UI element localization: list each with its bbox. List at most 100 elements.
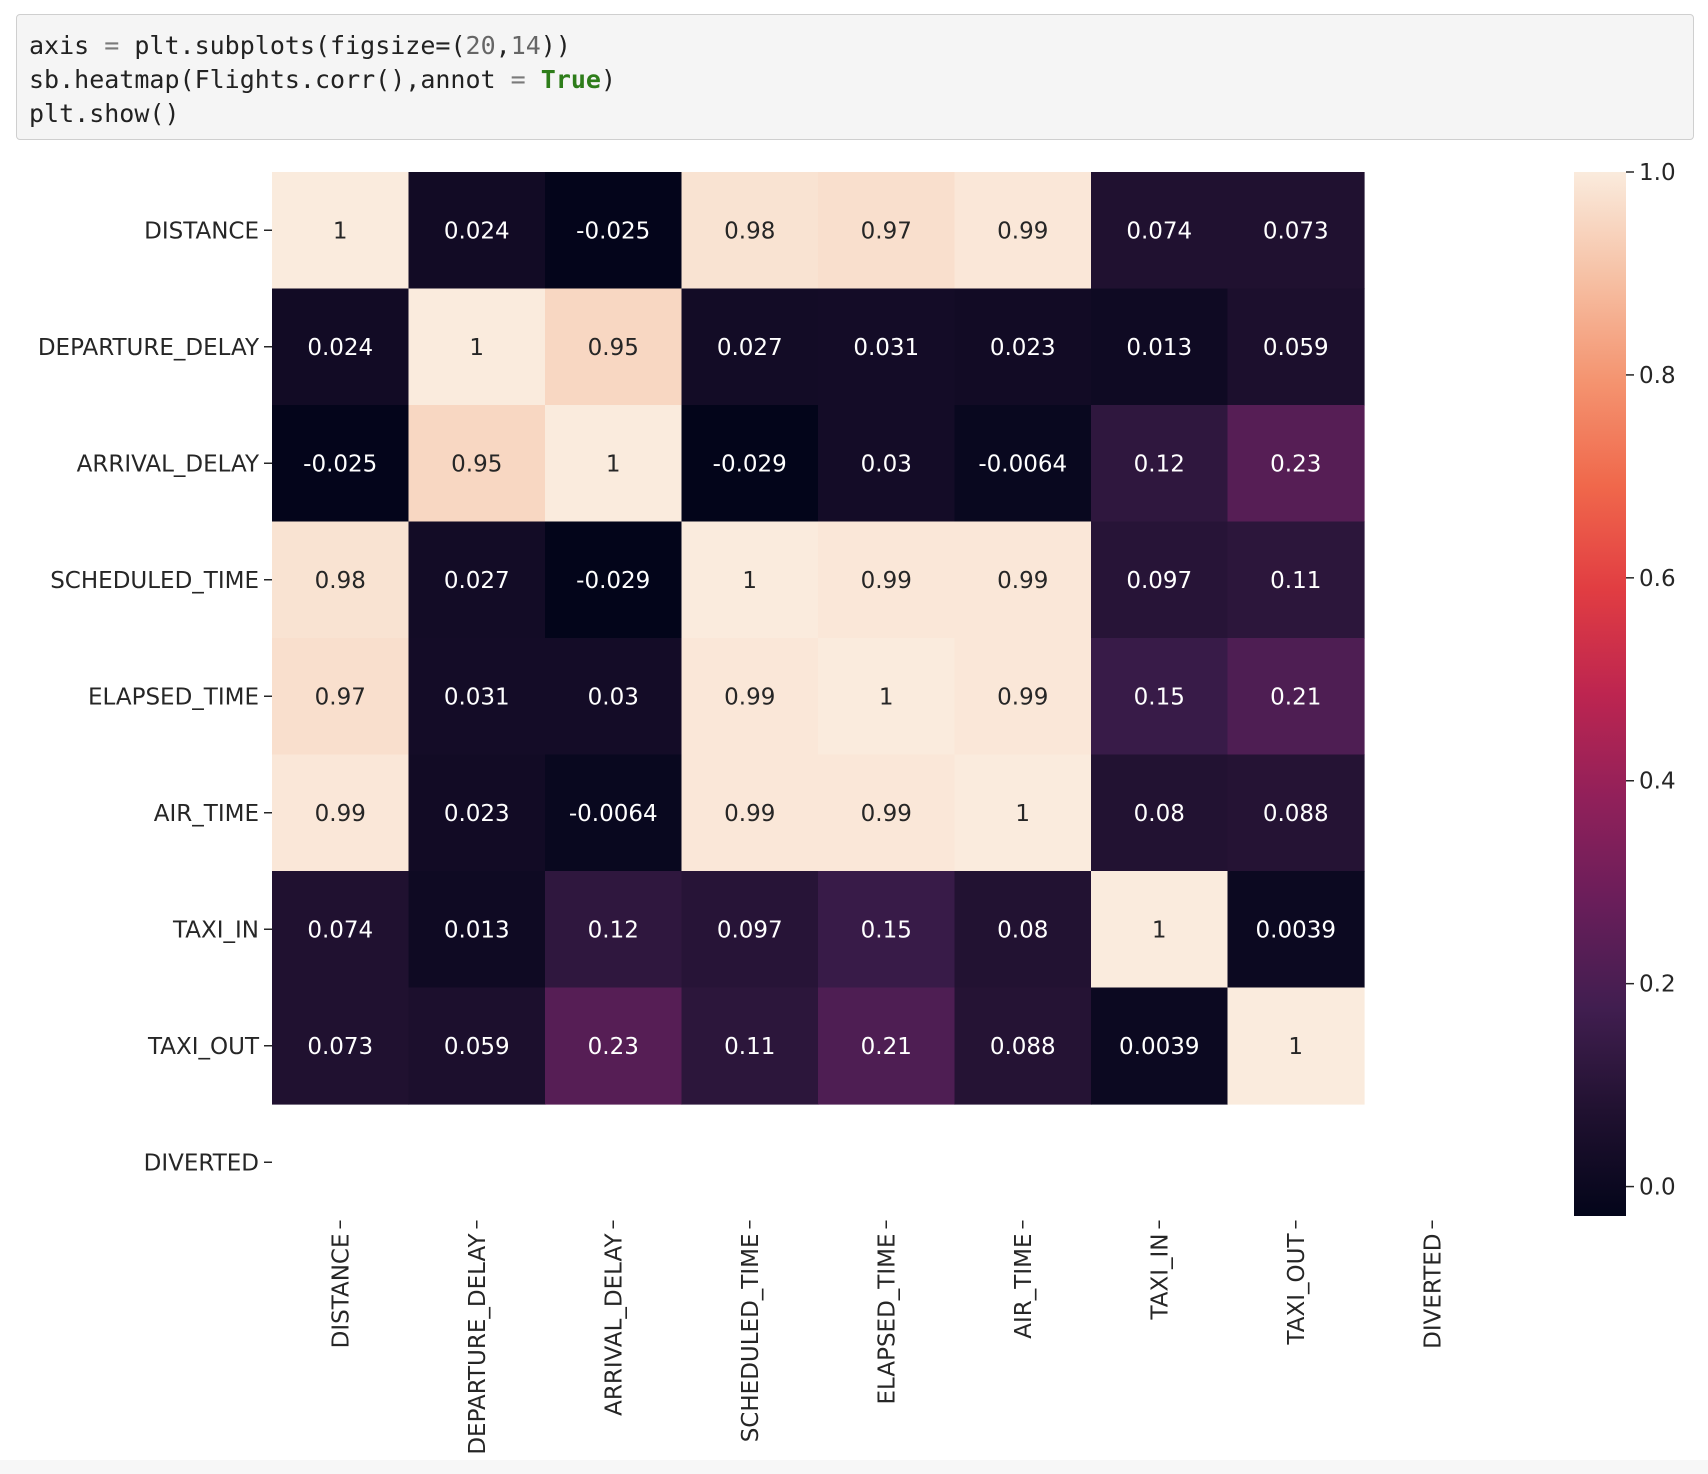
code-line-2: sb.heatmap(Flights.corr(),annot = True)	[29, 65, 617, 94]
cell-annotation: 0.031	[444, 684, 510, 710]
heatmap-cell	[818, 288, 956, 406]
x-tick-label: DIVERTED	[1420, 1234, 1446, 1349]
cell-annotation: -0.029	[576, 568, 650, 594]
cell-annotation: -0.025	[576, 218, 650, 244]
cell-annotation: 0.97	[315, 684, 366, 710]
heatmap-cell	[954, 754, 1092, 872]
cell-annotation: 0.08	[997, 917, 1048, 943]
heatmap-cell	[681, 405, 819, 523]
cell-annotation: 0.15	[861, 917, 912, 943]
heatmap-cell	[408, 405, 546, 523]
heatmap-cell	[1091, 871, 1229, 989]
cell-annotation: 0.21	[861, 1034, 912, 1060]
heatmap-cell	[681, 871, 819, 989]
cell-annotation: 0.23	[1270, 451, 1321, 477]
colorbar	[1574, 172, 1626, 1216]
y-tick-label: ELAPSED_TIME	[88, 684, 259, 710]
heatmap-cell	[408, 871, 546, 989]
x-tick-label: DEPARTURE_DELAY	[465, 1233, 491, 1455]
cell-annotation: 0.99	[997, 218, 1048, 244]
code-cell[interactable]: axis = plt.subplots(figsize=(20,14)) sb.…	[16, 14, 1694, 140]
colorbar-tick-label: 0.2	[1639, 972, 1676, 998]
x-tick-label: TAXI_OUT	[1284, 1233, 1310, 1346]
cell-annotation: 0.074	[1126, 218, 1192, 244]
cell-annotation: 0.98	[315, 568, 366, 594]
cell-annotation: 0.99	[861, 568, 912, 594]
y-tick-label: TAXI_IN	[172, 917, 259, 943]
heatmap-cell	[1091, 172, 1229, 290]
cell-annotation: 0.0039	[1256, 917, 1336, 943]
cell-annotation: 0.027	[717, 335, 783, 361]
heatmap-cell	[818, 521, 956, 639]
x-tick-label: SCHEDULED_TIME	[738, 1234, 764, 1443]
cell-annotation: 1	[879, 684, 894, 710]
heatmap-cell	[545, 521, 683, 639]
heatmap-cell	[818, 405, 956, 523]
cell-annotation: 0.013	[1126, 335, 1192, 361]
heatmap-cell	[1091, 288, 1229, 406]
cell-annotation: 0.024	[444, 218, 510, 244]
heatmap-cell	[545, 754, 683, 872]
cell-annotation: 0.073	[1263, 218, 1329, 244]
y-tick-label: ARRIVAL_DELAY	[77, 451, 260, 477]
y-tick-label: DEPARTURE_DELAY	[38, 335, 260, 361]
cell-annotation: 0.11	[724, 1034, 775, 1060]
colorbar-tick-label: 0.6	[1639, 566, 1676, 592]
cell-annotation: 0.023	[990, 335, 1056, 361]
cell-annotation: 0.95	[588, 335, 639, 361]
heatmap-cell	[681, 754, 819, 872]
heatmap-cell	[545, 871, 683, 989]
cell-annotation: 0.059	[1263, 335, 1329, 361]
x-tick-label: AIR_TIME	[1011, 1234, 1037, 1339]
heatmap-cell	[1091, 638, 1229, 756]
y-tick-label: TAXI_OUT	[147, 1034, 260, 1060]
heatmap-cell	[681, 288, 819, 406]
heatmap-cell	[545, 288, 683, 406]
cell-annotation: 1	[742, 568, 757, 594]
heatmap-cell	[272, 172, 410, 290]
heatmap-cell	[954, 172, 1092, 290]
heatmap-cell	[818, 871, 956, 989]
cell-annotation: 0.11	[1270, 568, 1321, 594]
cell-annotation: 0.99	[997, 684, 1048, 710]
heatmap-cell	[408, 288, 546, 406]
cell-annotation: 0.99	[724, 684, 775, 710]
heatmap-cell	[1227, 638, 1365, 756]
cell-annotation: 0.99	[315, 801, 366, 827]
cell-annotation: 1	[606, 451, 621, 477]
cell-annotation: 0.013	[444, 917, 510, 943]
x-tick-label: ARRIVAL_DELAY	[601, 1233, 627, 1416]
code-line-1: axis = plt.subplots(figsize=(20,14))	[29, 31, 571, 60]
heatmap-cell	[1227, 987, 1365, 1105]
y-tick-label: DIVERTED	[144, 1150, 259, 1176]
cell-annotation: 0.088	[1263, 801, 1329, 827]
cell-annotation: 1	[469, 335, 484, 361]
heatmap-cell	[681, 172, 819, 290]
cell-annotation: 0.95	[451, 451, 502, 477]
heatmap-cell	[954, 521, 1092, 639]
cell-annotation: 0.074	[307, 917, 373, 943]
cell-annotation: 1	[1288, 1034, 1303, 1060]
heatmap-cell	[408, 754, 546, 872]
cell-annotation: 0.031	[853, 335, 919, 361]
cell-annotation: 0.21	[1270, 684, 1321, 710]
cell-annotation: 0.12	[588, 917, 639, 943]
y-tick-label: DISTANCE	[144, 218, 259, 244]
heatmap-cell	[408, 638, 546, 756]
heatmap-cell	[272, 521, 410, 639]
heatmap-cell	[1091, 405, 1229, 523]
heatmap-cell	[1091, 754, 1229, 872]
heatmap-cell	[545, 172, 683, 290]
heatmap-cell	[1227, 405, 1365, 523]
cell-annotation: 0.027	[444, 568, 510, 594]
colorbar-tick-label: 0.0	[1639, 1175, 1676, 1201]
heatmap-cell	[681, 638, 819, 756]
cell-annotation: 0.12	[1134, 451, 1185, 477]
heatmap-cell	[545, 405, 683, 523]
colorbar-tick-label: 1.0	[1639, 160, 1676, 186]
x-tick-label: DISTANCE	[328, 1234, 354, 1349]
cell-annotation: 0.99	[997, 568, 1048, 594]
cell-annotation: 0.03	[588, 684, 639, 710]
cell-annotation: 0.99	[861, 801, 912, 827]
x-tick-label: TAXI_IN	[1147, 1234, 1173, 1321]
